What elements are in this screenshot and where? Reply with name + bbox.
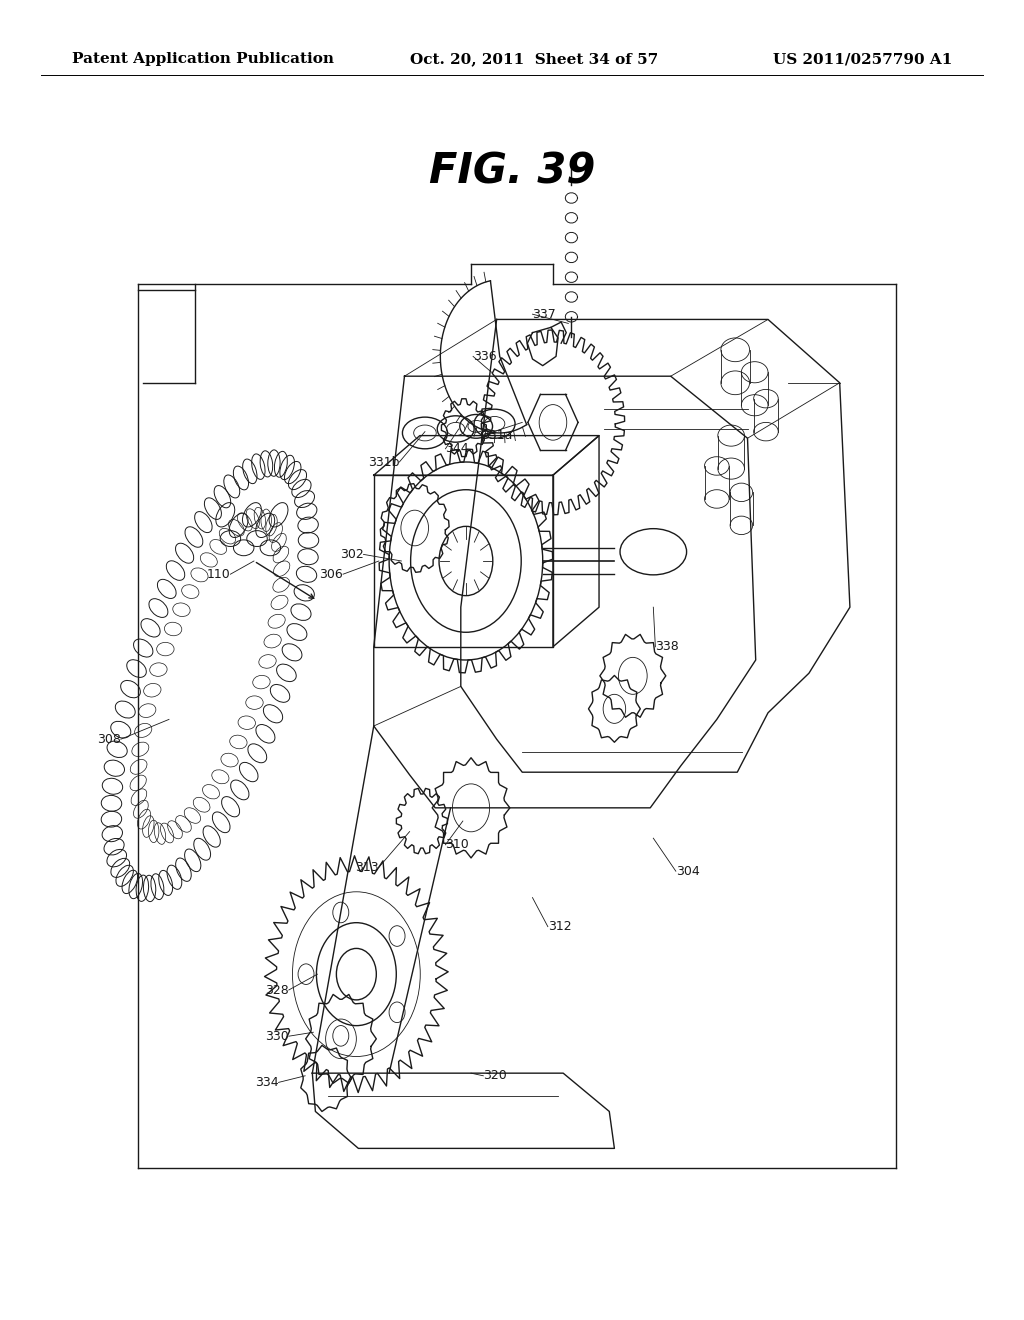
Text: 306: 306 <box>319 568 343 581</box>
Text: 338: 338 <box>655 640 679 653</box>
Text: 310: 310 <box>445 838 469 851</box>
Text: 328: 328 <box>265 983 289 997</box>
Text: US 2011/0257790 A1: US 2011/0257790 A1 <box>773 53 952 66</box>
Text: 320: 320 <box>483 1069 507 1082</box>
Text: 337: 337 <box>532 308 556 321</box>
Text: 110: 110 <box>207 568 230 581</box>
Text: 308: 308 <box>97 733 121 746</box>
Text: 312: 312 <box>548 920 571 933</box>
Text: 336: 336 <box>473 350 497 363</box>
Text: FIG. 39: FIG. 39 <box>429 150 595 193</box>
Text: Patent Application Publication: Patent Application Publication <box>72 53 334 66</box>
Text: 334: 334 <box>255 1076 279 1089</box>
Text: 304: 304 <box>676 865 699 878</box>
Text: 302: 302 <box>340 548 364 561</box>
Text: 331a: 331a <box>481 429 513 442</box>
Text: 331b: 331b <box>368 455 399 469</box>
Text: 313: 313 <box>355 861 379 874</box>
Text: 344: 344 <box>445 442 469 455</box>
Text: 330: 330 <box>265 1030 289 1043</box>
Text: Oct. 20, 2011  Sheet 34 of 57: Oct. 20, 2011 Sheet 34 of 57 <box>410 53 657 66</box>
